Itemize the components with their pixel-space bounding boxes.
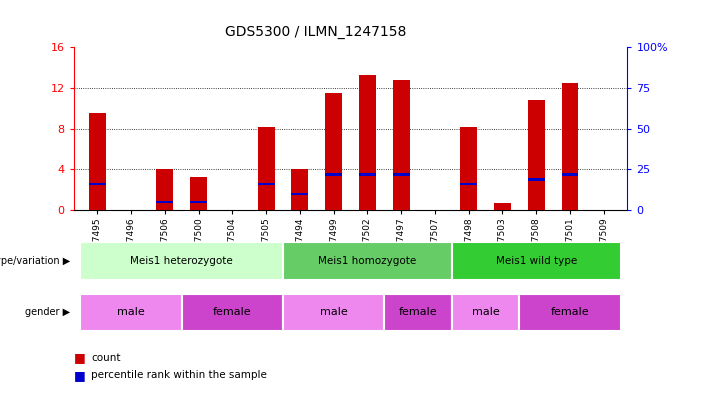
Text: ■: ■ [74,369,86,382]
Bar [452,294,519,331]
Text: Meis1 homozygote: Meis1 homozygote [318,256,416,266]
Text: Meis1 wild type: Meis1 wild type [496,256,577,266]
Text: ■: ■ [74,351,86,364]
Text: Meis1 heterozygote: Meis1 heterozygote [130,256,233,266]
Bar [292,169,308,210]
Text: female: female [551,307,590,318]
Bar [562,83,578,210]
Text: count: count [91,353,121,363]
Bar [89,183,106,185]
Bar [359,173,376,176]
Bar [528,178,545,180]
Bar [258,127,275,210]
Bar [283,294,384,331]
Bar [359,75,376,210]
Bar [325,173,342,176]
Text: GDS5300 / ILMN_1247158: GDS5300 / ILMN_1247158 [225,25,406,39]
Text: genotype/variation ▶: genotype/variation ▶ [0,256,70,266]
Text: female: female [213,307,252,318]
Bar [384,294,452,331]
Bar [190,201,207,203]
Bar [283,242,452,280]
Bar [81,294,182,331]
Text: gender ▶: gender ▶ [25,307,70,318]
Bar [393,80,409,210]
Bar [292,193,308,195]
Bar [81,242,283,280]
Bar [258,183,275,185]
Bar [562,173,578,176]
Bar [494,203,511,210]
Bar [182,294,283,331]
Bar [89,114,106,210]
Text: male: male [117,307,145,318]
Bar [461,127,477,210]
Bar [156,201,173,203]
Bar [325,93,342,210]
Bar [190,176,207,210]
Text: female: female [399,307,437,318]
Text: male: male [320,307,348,318]
Bar [461,183,477,185]
Text: percentile rank within the sample: percentile rank within the sample [91,370,267,380]
Bar [519,294,620,331]
Bar [528,100,545,210]
Bar [452,242,620,280]
Text: male: male [472,307,499,318]
Bar [393,173,409,176]
Bar [156,169,173,210]
